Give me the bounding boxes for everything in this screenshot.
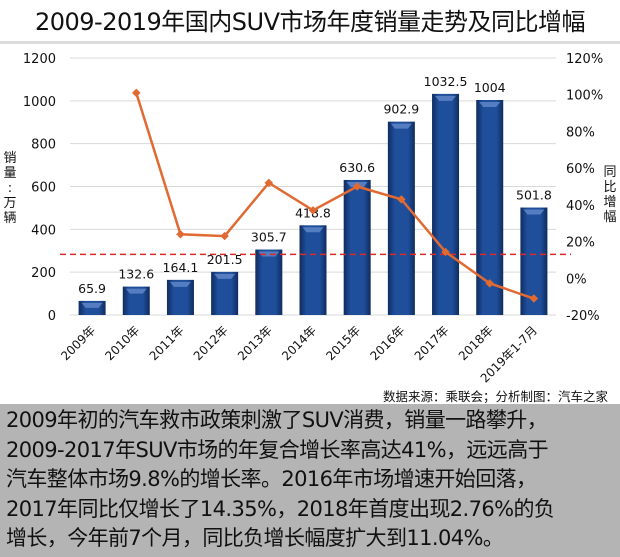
note-line: 2009年初的汽车救市政策刺激了SUV消费，销量一路攀升， <box>6 408 548 432</box>
line-point <box>485 279 494 288</box>
line-point <box>529 294 539 303</box>
y2-tick-label: -20% <box>566 309 600 324</box>
summary-note: 2009年初的汽车救市政策刺激了SUV消费，销量一路攀升， 2009-2017年… <box>0 404 620 557</box>
x-tick-label: 2009年 <box>58 323 98 363</box>
y-tick-label: 800 <box>31 138 56 153</box>
x-axis-labels: 2009年 2010年 2011年 2012年 2013年 2014年 2015年 2016年… <box>58 323 540 384</box>
bar: 418.8 <box>295 205 331 315</box>
note-line: 2017年同比仅增长了14.35%，2018年首度出现2.76%的负 <box>6 496 555 521</box>
note-line: 2009-2017年SUV市场的年复合增长率高达41%，远远高于 <box>6 437 549 462</box>
x-tick-label: 2010年 <box>102 323 142 363</box>
x-tick-label: 2016年 <box>368 323 408 363</box>
bar: 201.5 <box>207 252 243 315</box>
title-divider <box>0 41 620 44</box>
x-tick-label: 2012年 <box>191 323 231 363</box>
bar-value-label: 164.1 <box>163 260 199 275</box>
note-line: 增长，今年前7个月，同比负增长幅度扩大到11.04%。 <box>6 526 504 550</box>
bar: 132.6 <box>118 267 154 315</box>
left-axis-label: 销量:万辆 <box>3 151 16 226</box>
x-tick-label: 2014年 <box>279 323 319 363</box>
x-tick-label: 2017年 <box>412 323 452 363</box>
right-axis-label: 同比增幅 <box>603 165 616 225</box>
svg-text:同: 同 <box>603 165 616 180</box>
svg-text:增: 增 <box>603 195 616 210</box>
y-tick-label: 1200 <box>23 52 56 67</box>
bar-value-label: 501.8 <box>516 188 552 203</box>
svg-text:比: 比 <box>603 180 616 195</box>
line-point <box>397 195 406 204</box>
chart-title: 2009-2019年国内SUV市场年度销量走势及同比增幅 <box>34 8 586 36</box>
svg-text:量: 量 <box>3 166 16 181</box>
svg-text:万: 万 <box>3 196 16 211</box>
x-tick-label: 2015年 <box>323 323 363 363</box>
left-axis-ticks: 0 200 400 600 800 1000 1200 <box>23 52 56 324</box>
svg-text:幅: 幅 <box>603 210 616 225</box>
svg-text::: : <box>8 181 12 196</box>
x-tick-label: 2018年 <box>456 323 496 363</box>
svg-text:销: 销 <box>3 151 16 166</box>
bar: 902.9 <box>383 102 419 316</box>
sales-bars: 65.9 132.6 164.1 201.5 305.7 418.8 630.6 902.9 1… <box>78 74 552 316</box>
bar-value-label: 902.9 <box>383 102 419 117</box>
note-line: 汽车整体市场9.8%的增长率。2016年市场增速开始回落， <box>6 467 537 491</box>
y-tick-label: 200 <box>31 266 56 281</box>
bar-value-label: 630.6 <box>339 160 375 175</box>
y2-tick-label: 120% <box>566 52 603 67</box>
bar: 305.7 <box>251 230 287 315</box>
line-point <box>264 178 274 188</box>
bar-value-label: 305.7 <box>251 230 287 245</box>
right-axis-ticks: -20% 0% 20% 40% 60% 80% 100% 120% <box>566 52 603 324</box>
data-source: 数据来源：乘联会；分析制图：汽车之家 <box>382 389 608 404</box>
y2-tick-label: 60% <box>566 162 595 177</box>
bar: 164.1 <box>163 260 199 315</box>
bar-value-label: 201.5 <box>207 252 243 267</box>
bar-value-label: 1032.5 <box>424 74 468 89</box>
y-tick-label: 0 <box>48 309 56 324</box>
bar: 630.6 <box>339 160 375 315</box>
y2-tick-label: 100% <box>566 89 603 104</box>
x-tick-label: 2011年 <box>147 323 187 363</box>
bar: 65.9 <box>78 281 106 315</box>
line-point <box>352 182 362 191</box>
line-point <box>220 231 229 241</box>
yoy-growth-line <box>132 88 539 303</box>
x-tick-label: 2013年 <box>235 323 275 363</box>
bar-value-label: 65.9 <box>78 281 106 296</box>
y2-tick-label: 40% <box>566 199 595 214</box>
y-tick-label: 600 <box>31 181 56 196</box>
y-tick-label: 400 <box>31 223 56 238</box>
line-point <box>441 247 450 257</box>
y2-tick-label: 0% <box>566 272 587 287</box>
line-point <box>308 206 318 215</box>
y2-tick-label: 20% <box>566 236 595 251</box>
line-point <box>132 88 141 98</box>
y2-tick-label: 80% <box>566 125 595 140</box>
bar: 1032.5 <box>424 74 468 315</box>
combo-chart: 0 200 400 600 800 1000 1200 -20% 0% 20% 40% 60% 80%… <box>3 52 616 384</box>
y-tick-label: 1000 <box>23 95 56 110</box>
bar-value-label: 1004 <box>474 80 506 95</box>
svg-text:辆: 辆 <box>3 211 16 226</box>
bar-value-label: 132.6 <box>118 267 154 282</box>
line-point <box>176 229 185 239</box>
